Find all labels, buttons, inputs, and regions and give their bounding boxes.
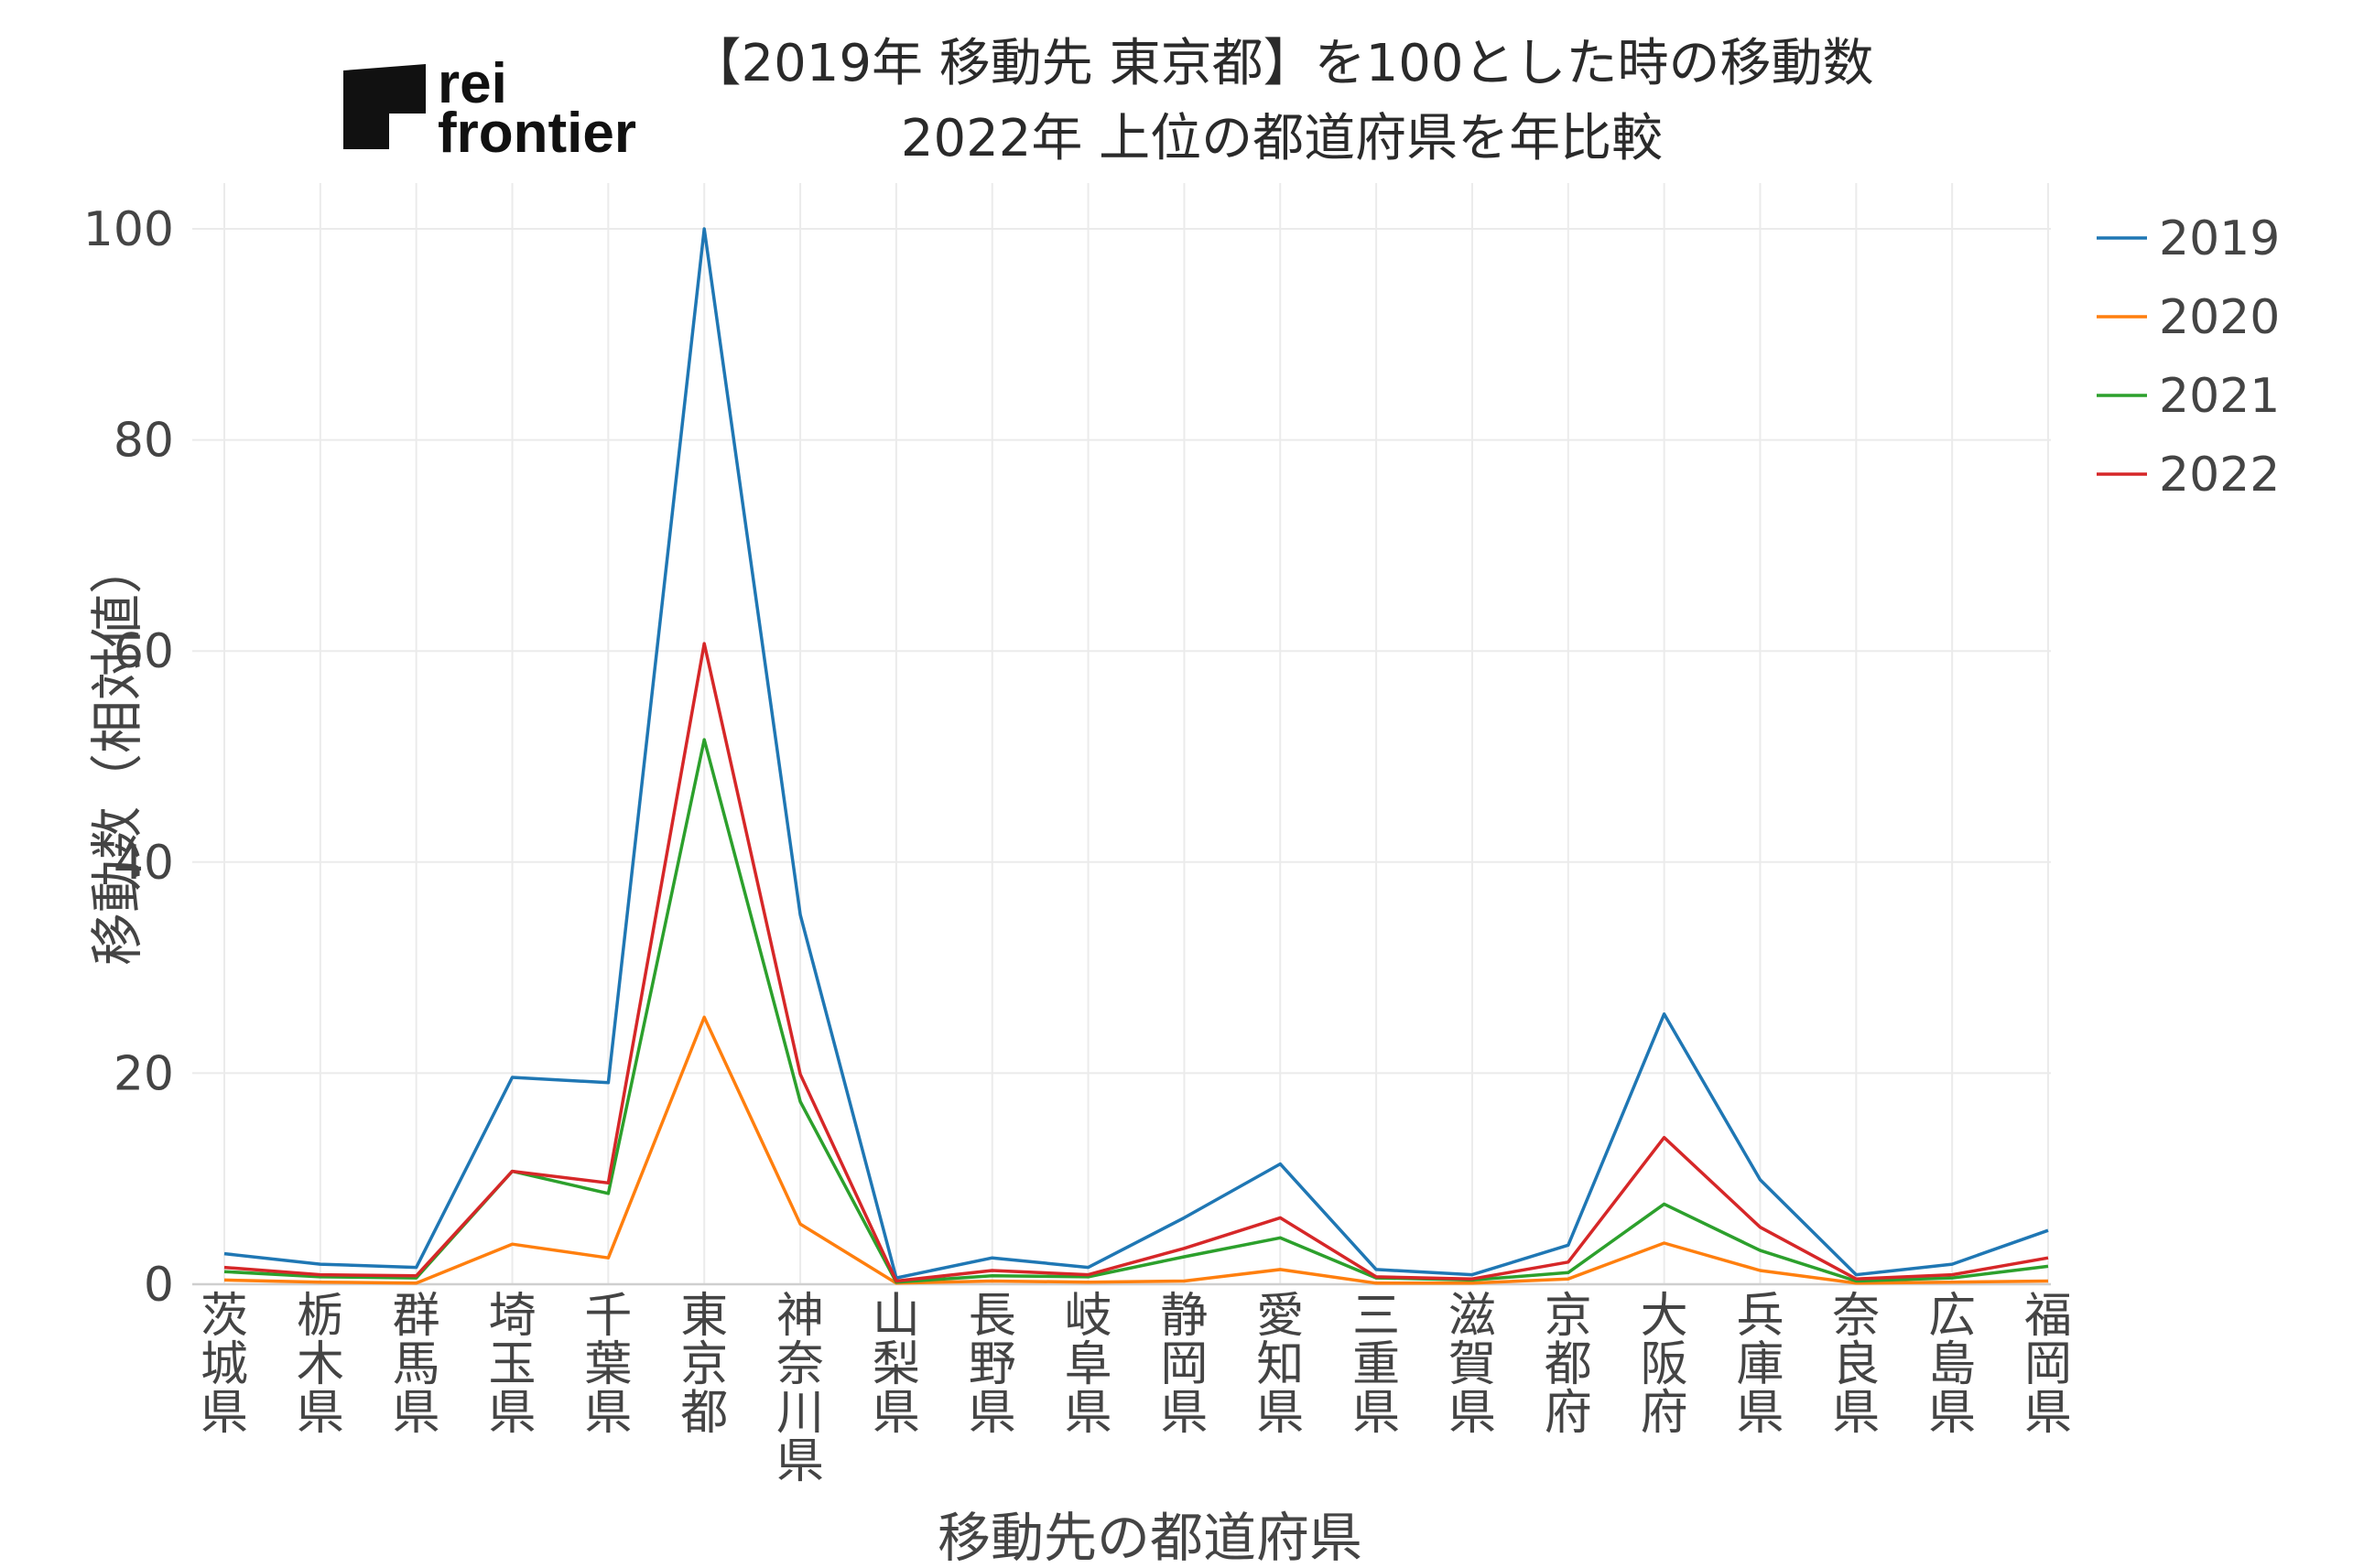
logo-text-line2: frontier — [438, 102, 636, 165]
series-line-2022 — [223, 642, 2049, 1283]
y-axis-title: 移動数（相対値） — [86, 541, 148, 966]
x-tick-label: 福岡県 — [2024, 1289, 2072, 1441]
logo-mark — [343, 64, 426, 149]
x-tick-label: 大阪府 — [1641, 1289, 1688, 1441]
grid — [192, 183, 2051, 1286]
x-tick-label: 滋賀県 — [1448, 1289, 1496, 1441]
x-axis-title: 移動先の都道府県 — [938, 1507, 1362, 1568]
y-tick-label: 100 — [83, 202, 174, 257]
chart-title-line2: 2022年 上位の都道府県を年比較 — [901, 109, 1663, 168]
legend: 2019 2020 2021 2022 — [2097, 211, 2280, 503]
x-tick-label: 奈良県 — [1832, 1289, 1880, 1441]
x-tick-label: 広島県 — [1928, 1289, 1976, 1441]
x-tick-label: 岐阜県 — [1065, 1289, 1112, 1441]
x-tick-label: 静岡県 — [1160, 1289, 1208, 1441]
y-tick-label: 20 — [114, 1046, 174, 1101]
x-tick-label: 埼玉県 — [489, 1289, 537, 1441]
legend-label-2022: 2022 — [2159, 448, 2280, 503]
y-tick-label: 0 — [144, 1258, 174, 1313]
chart-title: 【2019年 移動先 東京都】を100とした時の移動数 2022年 上位の都道府… — [689, 34, 1873, 168]
x-tick-label: 愛知県 — [1256, 1289, 1304, 1441]
y-tick-label: 40 — [114, 836, 174, 891]
rei-frontier-logo: rei frontier — [343, 52, 636, 165]
x-tick-label: 山梨県 — [873, 1289, 920, 1441]
x-tick-label: 東京都 — [680, 1289, 728, 1441]
x-tick-label: 神奈川県 — [776, 1289, 824, 1489]
x-tick-label: 群馬県 — [393, 1289, 440, 1441]
series-line-2021 — [223, 738, 2049, 1284]
x-tick-label: 栃木県 — [297, 1289, 344, 1441]
y-tick-label: 60 — [114, 624, 174, 679]
legend-label-2019: 2019 — [2159, 211, 2280, 266]
x-tick-label: 茨城県 — [201, 1289, 248, 1441]
x-tick-label: 京都府 — [1545, 1289, 1592, 1441]
series-line-2020 — [223, 1015, 2049, 1285]
x-tick-label: 長野県 — [969, 1289, 1016, 1441]
x-tick-label: 千葉県 — [584, 1289, 632, 1441]
series-lines — [223, 227, 2049, 1285]
y-axis: 0 20 40 60 80 100 — [83, 202, 174, 1313]
chart-title-line1: 【2019年 移動先 東京都】を100とした時の移動数 — [689, 34, 1873, 93]
legend-label-2021: 2021 — [2159, 369, 2280, 424]
y-tick-label: 80 — [114, 414, 174, 469]
logo-text-line1: rei — [438, 52, 507, 115]
series-line-2019 — [223, 227, 2049, 1280]
legend-label-2020: 2020 — [2159, 290, 2280, 345]
x-tick-label: 三重県 — [1352, 1289, 1400, 1441]
x-tick-label: 兵庫県 — [1736, 1289, 1784, 1441]
